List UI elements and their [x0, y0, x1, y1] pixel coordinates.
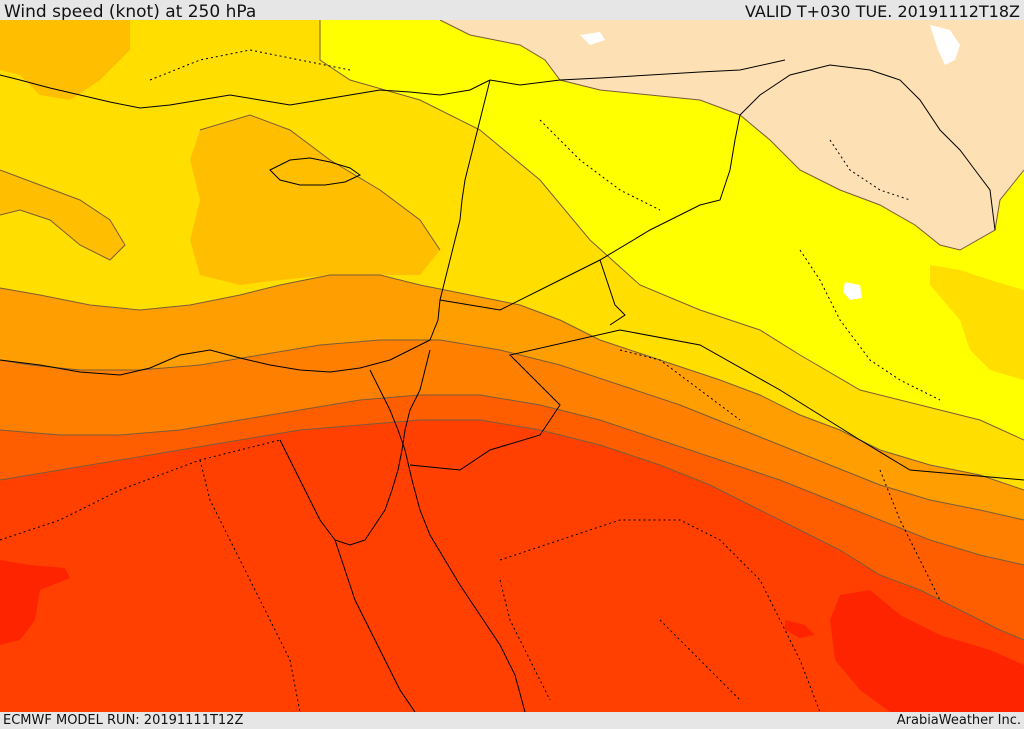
band-4-patch-west	[0, 170, 125, 260]
valid-time-label: VALID T+030 TUE. 20191112T18Z	[744, 2, 1020, 21]
band-1-region-ne	[440, 20, 1024, 250]
band-6-region	[0, 340, 1024, 565]
caspian-lake	[930, 25, 960, 65]
model-run-label: ECMWF MODEL RUN: 20191111T12Z	[3, 713, 244, 728]
dotted-boundaries	[0, 49, 941, 712]
band-4-patch-central	[190, 115, 440, 285]
map-area[interactable]	[0, 20, 1024, 712]
band-8-region	[0, 420, 1024, 712]
header-bar: Wind speed (knot) at 250 hPa VALID T+030…	[0, 0, 1024, 22]
map-title: Wind speed (knot) at 250 hPa	[4, 2, 257, 22]
wind-speed-map	[0, 20, 1024, 712]
credit-label: ArabiaWeather Inc.	[896, 713, 1021, 728]
lake-urmia	[843, 282, 862, 300]
footer-bar: ECMWF MODEL RUN: 20191111T12Z ArabiaWeat…	[0, 712, 1024, 729]
band-9-patch-se	[830, 590, 1024, 712]
band-9-patch-sw	[0, 560, 70, 645]
coastlines	[0, 59, 1024, 712]
band-9-patch-small	[785, 620, 815, 638]
band-4-patch-nw	[0, 20, 130, 100]
lake-van	[580, 32, 605, 45]
band-2-region	[320, 20, 1024, 440]
band-5-region	[0, 275, 1024, 520]
